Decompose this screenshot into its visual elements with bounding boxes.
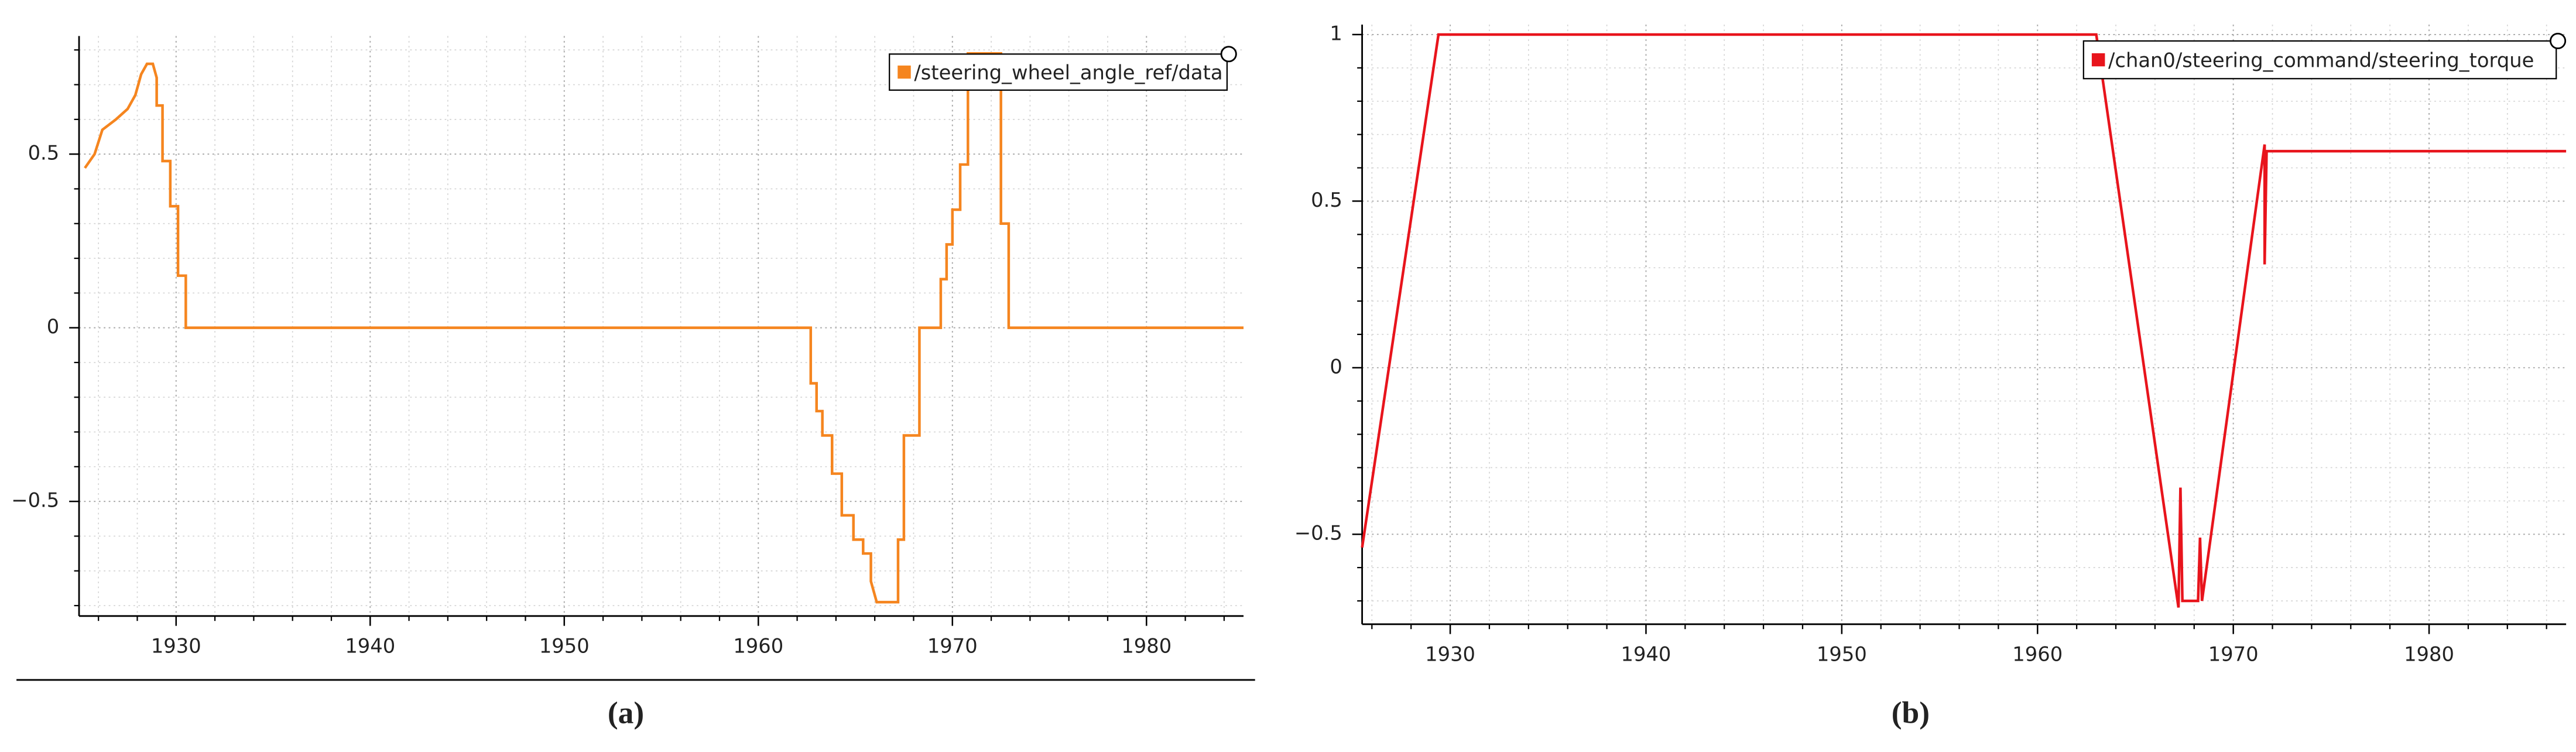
legend-swatch <box>2091 53 2105 67</box>
x-tick-label: 1950 <box>1817 643 1867 666</box>
x-tick-label: 1940 <box>1621 643 1671 666</box>
legend-box <box>889 53 1228 91</box>
x-tick-label: 1980 <box>1121 635 1171 658</box>
x-tick-label: 1960 <box>2012 643 2063 666</box>
caption: (a) <box>608 696 644 730</box>
data-line <box>84 52 1244 604</box>
legend-label: /steering_wheel_angle_ref/data <box>914 61 1222 84</box>
y-tick-label: 1 <box>1330 22 1342 45</box>
x-tick-label: 1930 <box>151 635 201 658</box>
legend-handle <box>1220 46 1237 63</box>
y-tick-label: 0.5 <box>28 142 60 165</box>
legend-swatch <box>898 65 911 79</box>
legend-label: /chan0/steering_command/steering_torque <box>2108 49 2534 71</box>
data-line <box>1361 33 2567 608</box>
y-tick-label: −0.5 <box>11 489 59 512</box>
x-tick-label: 1970 <box>2208 643 2259 666</box>
x-tick-label: 1970 <box>927 635 978 658</box>
x-tick-label: 1940 <box>345 635 395 658</box>
caption: (b) <box>1892 696 1930 730</box>
legend-box <box>2082 40 2557 80</box>
legend-handle <box>2549 32 2567 49</box>
x-tick-label: 1960 <box>733 635 783 658</box>
y-tick-label: −0.5 <box>1294 522 1342 545</box>
y-tick-label: 0 <box>1330 355 1342 378</box>
x-tick-label: 1980 <box>2404 643 2454 666</box>
y-tick-label: 0.5 <box>1311 189 1342 211</box>
y-tick-label: 0 <box>47 315 59 338</box>
x-tick-label: 1950 <box>539 635 590 658</box>
x-tick-label: 1930 <box>1425 643 1475 666</box>
